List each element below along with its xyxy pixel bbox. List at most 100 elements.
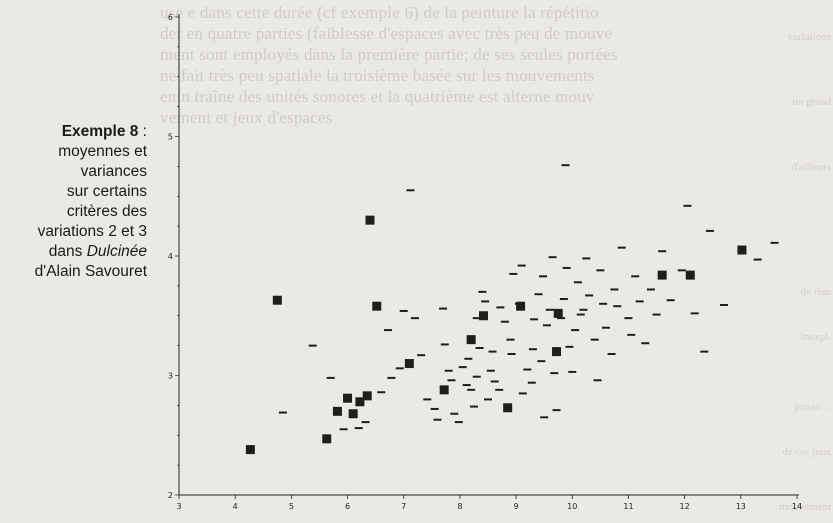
bleed-side-note: un grand	[792, 96, 831, 108]
data-point-dash	[539, 275, 548, 278]
data-point-dash	[658, 250, 667, 253]
data-point-dash	[423, 398, 432, 401]
bleed-line: ne fait très peu spatiale la troisième b…	[160, 66, 595, 85]
data-point-dash	[440, 343, 449, 346]
data-point-dash	[458, 366, 467, 369]
x-tick-label: 9	[514, 502, 519, 511]
data-point-dash	[454, 421, 463, 424]
data-point-square	[737, 245, 747, 255]
y-tick-label: 5	[168, 133, 173, 142]
data-point-dash	[517, 264, 526, 267]
data-point-dash	[481, 300, 490, 303]
y-tick-label: 6	[168, 13, 173, 22]
data-point-dash	[472, 317, 481, 320]
data-point-dash	[565, 345, 574, 348]
data-point-dash	[486, 369, 495, 372]
data-point-dash	[514, 302, 523, 305]
data-point-dash	[705, 229, 714, 232]
bleed-line: ment sont employés dans la première part…	[160, 45, 618, 64]
data-point-dash	[506, 338, 515, 341]
data-point-dash	[677, 269, 686, 272]
bleed-side-note: inexpl.	[800, 331, 831, 343]
data-point-square	[362, 391, 372, 401]
bleed-side-note: variations	[787, 31, 831, 43]
data-point-dash	[509, 272, 518, 275]
data-point-dash	[523, 368, 532, 371]
data-point-square	[332, 406, 342, 416]
data-point-dash	[646, 288, 655, 291]
data-point-dash	[433, 418, 442, 421]
data-point-dash	[579, 308, 588, 311]
data-point-dash	[518, 392, 527, 395]
data-point-square	[245, 445, 255, 455]
data-point-square	[503, 403, 513, 413]
data-point-dash	[439, 307, 448, 310]
data-point-dash	[540, 416, 549, 419]
data-point-dash	[545, 308, 554, 311]
y-tick-label: 2	[168, 491, 173, 500]
bleed-side-note: de rien	[800, 286, 831, 298]
data-point-square	[439, 385, 449, 395]
data-point-dash	[530, 318, 539, 321]
caption-work-title: Dulcinée	[86, 243, 147, 260]
caption-line: variations 2 et 3	[37, 223, 147, 240]
y-tick-label: 3	[168, 372, 173, 381]
data-point-dash	[410, 317, 419, 320]
figure-caption: Exemple 8 : moyennes et variances sur ce…	[0, 122, 147, 282]
bleed-side-note: de ces jeux	[782, 446, 831, 458]
data-point-square	[343, 393, 353, 403]
data-point-dash	[599, 302, 608, 305]
data-point-dash	[528, 348, 537, 351]
data-point-dash	[562, 266, 571, 269]
data-point-dash	[550, 372, 559, 375]
data-point-square	[466, 335, 476, 345]
bleed-line: vement et jeux d'espaces	[160, 108, 333, 127]
data-point-dash	[770, 241, 779, 244]
data-point-dash	[582, 257, 591, 260]
x-tick-label: 11	[623, 502, 633, 511]
data-point-dash	[496, 306, 505, 309]
x-tick-label: 13	[736, 502, 746, 511]
data-point-square	[348, 409, 358, 419]
y-tick-label: 4	[168, 252, 173, 261]
data-point-dash	[417, 354, 426, 357]
data-point-dash	[576, 313, 585, 316]
data-point-square	[372, 301, 382, 311]
bleed-side-note: mouvement	[779, 501, 831, 513]
data-point-dash	[601, 326, 610, 329]
data-point-dash	[534, 293, 543, 296]
data-point-square	[404, 359, 414, 369]
caption-line: moyennes et	[58, 143, 147, 160]
data-point-dash	[395, 367, 404, 370]
bleed-line: der en quatre parties (faiblesse d'espac…	[160, 24, 613, 43]
data-point-dash	[585, 294, 594, 297]
x-tick-label: 3	[176, 502, 181, 511]
data-point-dash	[462, 384, 471, 387]
data-point-dash	[631, 275, 640, 278]
data-point-dash	[495, 388, 504, 391]
data-point-square	[355, 397, 365, 407]
data-point-dash	[607, 352, 616, 355]
data-point-dash	[700, 350, 709, 353]
data-point-dash	[557, 317, 566, 320]
data-point-dash	[464, 357, 473, 360]
x-tick-label: 6	[345, 502, 350, 511]
data-point-dash	[430, 407, 439, 410]
data-point-dash	[500, 320, 509, 323]
bleed-side-note: prisés ...	[794, 401, 831, 413]
data-point-dash	[568, 370, 577, 373]
bleed-line: enin traîne des unités sonores et la qua…	[160, 87, 595, 106]
data-point-dash	[472, 375, 481, 378]
data-point-dash	[387, 376, 396, 379]
caption-line: variances	[80, 163, 147, 180]
data-point-dash	[573, 281, 582, 284]
data-point-dash	[447, 379, 456, 382]
data-point-dash	[624, 317, 633, 320]
data-point-dash	[627, 333, 636, 336]
data-point-dash	[590, 338, 599, 341]
data-point-dash	[475, 347, 484, 350]
bleed-line: use e dans cette durée (cf exemple 6) de…	[160, 3, 599, 22]
